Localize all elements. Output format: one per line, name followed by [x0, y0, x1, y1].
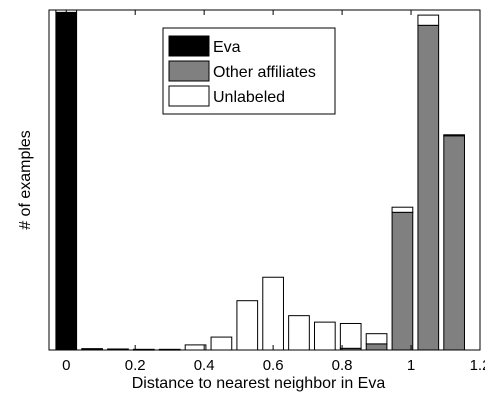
bar-unlabeled-14 [417, 14, 440, 26]
y-axis-label: # of examples [17, 130, 34, 230]
bar-other-affiliates-14 [417, 24, 440, 351]
bar-unlabeled-6 [210, 336, 233, 351]
bar-unlabeled-12 [365, 333, 388, 345]
legend-label-eva: Eva [213, 39, 241, 56]
bar-other-affiliates-15 [443, 135, 465, 351]
legend-label-unlabeled: Unlabeled [213, 89, 285, 106]
x-tick-label: 0.4 [194, 357, 215, 374]
bar-other-affiliates-12 [365, 343, 388, 351]
legend-swatch-eva [168, 35, 210, 57]
legend: Eva Other affiliates Unlabeled [162, 27, 336, 115]
x-axis-ticks: 0 0.2 0.4 0.6 0.8 1 1.2 [62, 10, 485, 374]
legend-swatch-other-affiliates [168, 60, 210, 82]
bar-unlabeled-13 [391, 206, 414, 213]
legend-swatch-unlabeled [168, 85, 210, 107]
legend-label-other-affiliates: Other affiliates [213, 64, 316, 81]
x-axis-label: Distance to nearest neighbor in Eva [132, 375, 386, 392]
bar-unlabeled-11 [339, 322, 362, 349]
x-tick-label: 0 [62, 357, 70, 374]
x-tick-label: 1 [407, 357, 415, 374]
bar-unlabeled-8 [262, 276, 284, 351]
x-tick-label: 0.2 [125, 357, 146, 374]
bar-unlabeled-15 [443, 134, 465, 137]
x-tick-label: 1.2 [470, 357, 485, 374]
plot-frame [48, 9, 481, 351]
bar-unlabeled-10 [314, 321, 336, 351]
bar-unlabeled-9 [288, 315, 310, 351]
x-tick-label: 0.6 [263, 357, 284, 374]
bar-other-affiliates-13 [391, 211, 414, 351]
bar-eva-0 [55, 11, 78, 351]
bar-unlabeled-5 [184, 344, 207, 351]
x-tick-label: 0.8 [332, 357, 353, 374]
bar-unlabeled-7 [236, 300, 259, 351]
